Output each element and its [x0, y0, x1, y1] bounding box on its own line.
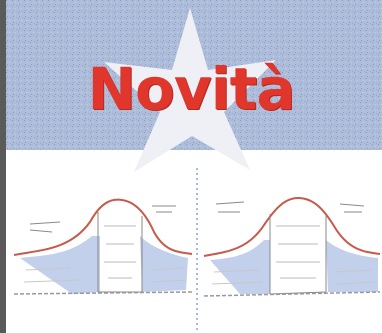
right-sketch [203, 196, 381, 297]
left-edge [0, 0, 6, 333]
left-sketch [13, 198, 193, 295]
starburst-icon [104, 8, 276, 172]
headline-title: Novità [87, 55, 296, 123]
